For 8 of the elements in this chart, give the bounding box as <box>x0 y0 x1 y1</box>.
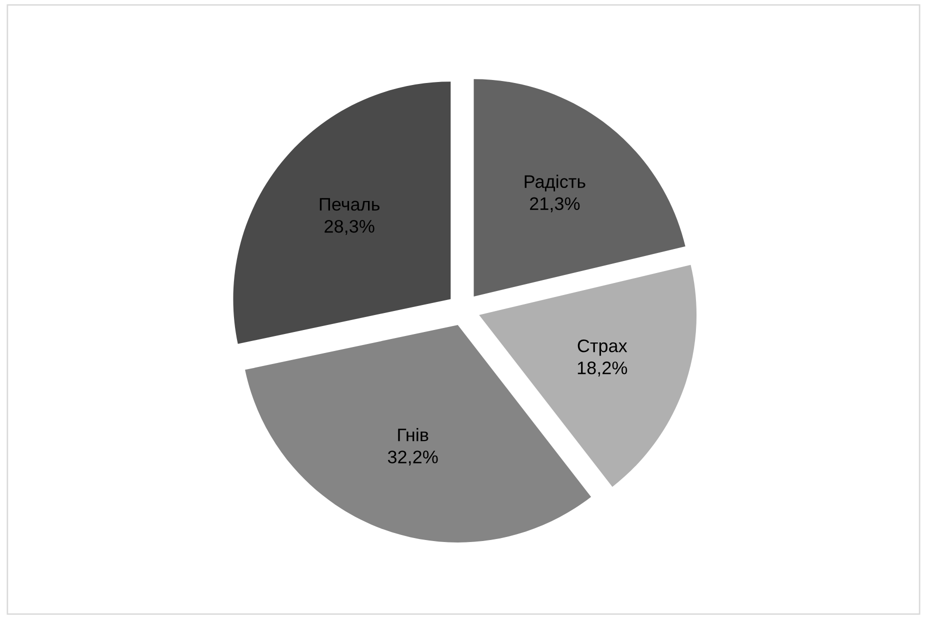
slice-label: Страх <box>578 339 628 356</box>
data-label: 28,3% <box>324 220 374 235</box>
slice-label: Печаль <box>320 198 380 211</box>
slice-label: Радість <box>524 174 586 192</box>
data-label: 21,3% <box>530 197 580 212</box>
data-label: 32,2% <box>388 450 438 466</box>
slice-label: Гнів <box>398 428 428 442</box>
data-label: 18,2% <box>578 362 628 376</box>
